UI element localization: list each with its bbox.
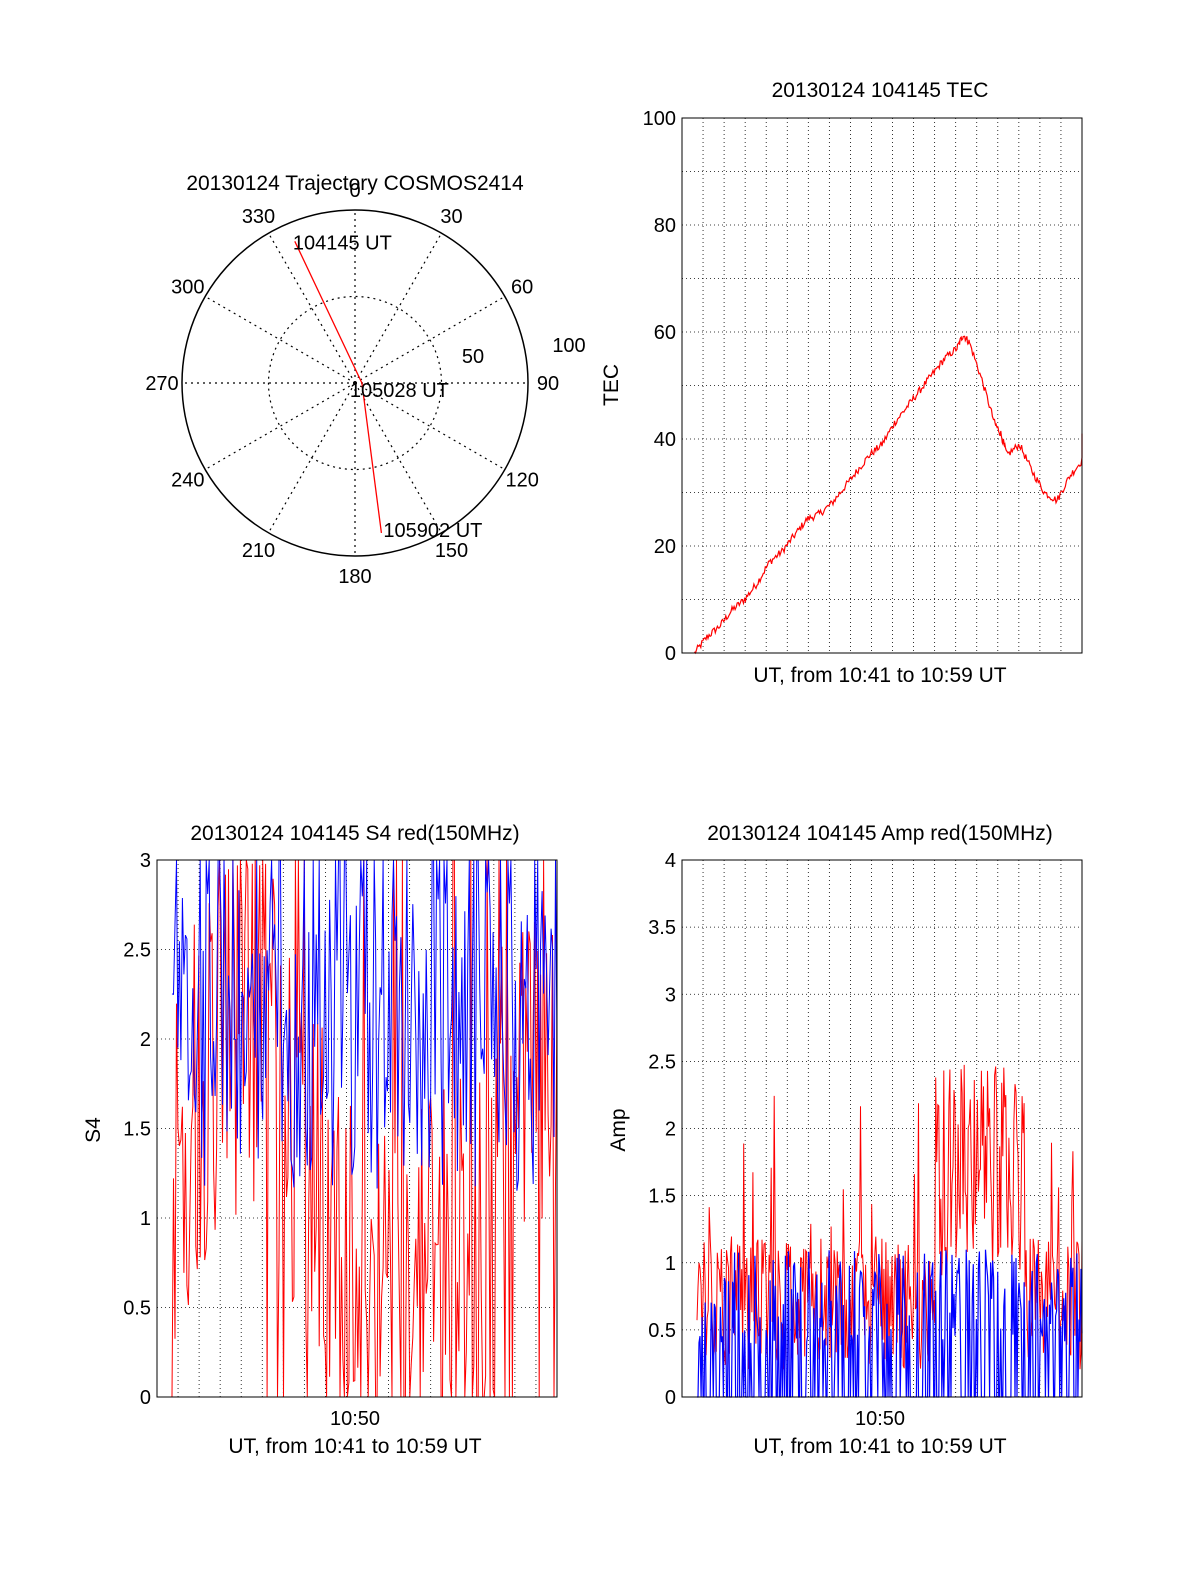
y-tick-label: 0 (665, 1387, 676, 1409)
y-tick-label: 2 (140, 1029, 151, 1051)
tec-grid (682, 118, 1082, 653)
trajectory-mid-label: 105028 UT (350, 380, 449, 402)
y-tick-label: 2.5 (123, 940, 151, 962)
trajectory-path (294, 241, 383, 533)
polar-spoke (204, 295, 356, 384)
polar-azimuth-label: 300 (171, 277, 204, 299)
y-tick-label: 60 (654, 322, 676, 344)
tec-plot-frame (681, 117, 1083, 654)
polar-azimuth-label: 240 (171, 470, 204, 492)
s4-series-lines (171, 859, 558, 1398)
s4-plot-frame (156, 859, 558, 1398)
polar-radius-labels: 50 100 (462, 335, 586, 368)
s4-chart: 20130124 104145 S4 red(150MHz) 0 0.5 1 1.5 2… (82, 822, 558, 1458)
trajectory-end-label: 105902 UT (383, 520, 482, 542)
y-tick-label: 3 (140, 850, 151, 872)
polar-azimuth-label: 90 (537, 373, 559, 395)
s4-title: 20130124 104145 S4 red(150MHz) (190, 822, 519, 845)
y-tick-label: 1 (665, 1253, 676, 1275)
y-tick-label: 0 (665, 643, 676, 665)
polar-trajectory-chart: 20130124 Trajectory COSMOS2414 0 30 60 90 12… (145, 172, 585, 588)
trajectory-line: 104145 UT 105028 UT 105902 UT (293, 232, 483, 542)
polar-azimuth-label: 180 (338, 566, 371, 588)
polar-azimuth-labels: 0 30 60 90 120 150 180 210 240 270 300 330 (145, 180, 559, 588)
tec-y-axis-label: TEC (600, 364, 623, 406)
polar-azimuth-label: 120 (505, 470, 538, 492)
y-tick-label: 1 (140, 1208, 151, 1230)
y-tick-label: 4 (665, 850, 676, 872)
y-tick-label: 20 (654, 536, 676, 558)
y-tick-label: 40 (654, 429, 676, 451)
amp-plot-frame (681, 859, 1083, 1398)
y-tick-label: 3.5 (648, 917, 676, 939)
polar-azimuth-label: 0 (349, 180, 360, 202)
polar-spoke (267, 232, 356, 384)
polar-spoke (354, 232, 443, 384)
polar-spoke (354, 382, 443, 534)
s4-x-axis-label: UT, from 10:41 to 10:59 UT (228, 1435, 481, 1458)
s4-x-tick-label: 10:50 (330, 1408, 380, 1430)
polar-spoke (204, 382, 356, 471)
amp-title: 20130124 104145 Amp red(150MHz) (707, 822, 1053, 845)
polar-spoke (267, 382, 356, 534)
tec-chart: 20130124 104145 TEC 0 20 40 60 80 100 UT, fro… (600, 79, 1083, 687)
amp-y-axis-label: Amp (607, 1108, 630, 1151)
tec-series (694, 335, 1083, 655)
s4-blue-series (171, 859, 558, 1191)
y-tick-label: 1.5 (123, 1119, 151, 1141)
amp-series-lines (696, 1064, 1083, 1398)
tec-series-line (694, 335, 1083, 655)
polar-spoke (354, 382, 506, 471)
polar-grid (181, 209, 529, 557)
s4-red-series (171, 859, 558, 1398)
amp-chart: 20130124 104145 Amp red(150MHz) 0 0.5 1 1.5… (607, 822, 1083, 1458)
polar-radius-label: 50 (462, 346, 484, 368)
tec-title: 20130124 104145 TEC (772, 79, 989, 102)
amp-y-tick-labels: 0 0.5 1 1.5 2 2.5 3 3.5 4 (648, 850, 676, 1409)
s4-y-tick-labels: 0 0.5 1 1.5 2 2.5 3 (123, 850, 151, 1409)
y-tick-label: 0.5 (123, 1298, 151, 1320)
amp-x-axis-label: UT, from 10:41 to 10:59 UT (753, 1435, 1006, 1458)
amp-x-tick-label: 10:50 (855, 1408, 905, 1430)
polar-inner-circle (267, 295, 443, 471)
y-tick-label: 0 (140, 1387, 151, 1409)
tec-y-tick-labels: 0 20 40 60 80 100 (643, 108, 676, 665)
polar-azimuth-label: 330 (242, 206, 275, 228)
y-tick-label: 2.5 (648, 1051, 676, 1073)
y-tick-label: 0.5 (648, 1320, 676, 1342)
polar-azimuth-label: 30 (440, 206, 462, 228)
y-tick-label: 1.5 (648, 1186, 676, 1208)
polar-azimuth-label: 150 (435, 540, 468, 562)
polar-azimuth-label: 210 (242, 540, 275, 562)
s4-y-axis-label: S4 (82, 1117, 105, 1143)
y-tick-label: 3 (665, 984, 676, 1006)
polar-outer-circle (181, 209, 529, 557)
y-tick-label: 100 (643, 108, 676, 130)
polar-azimuth-label: 270 (145, 373, 178, 395)
y-tick-label: 80 (654, 215, 676, 237)
trajectory-start-label: 104145 UT (293, 232, 392, 254)
tec-x-axis-label: UT, from 10:41 to 10:59 UT (753, 664, 1006, 687)
amp-red-series (696, 1064, 1083, 1370)
polar-title: 20130124 Trajectory COSMOS2414 (186, 172, 524, 195)
polar-radius-label: 100 (552, 335, 585, 357)
polar-spoke (354, 295, 506, 384)
y-tick-label: 2 (665, 1119, 676, 1141)
polar-azimuth-label: 60 (511, 277, 533, 299)
